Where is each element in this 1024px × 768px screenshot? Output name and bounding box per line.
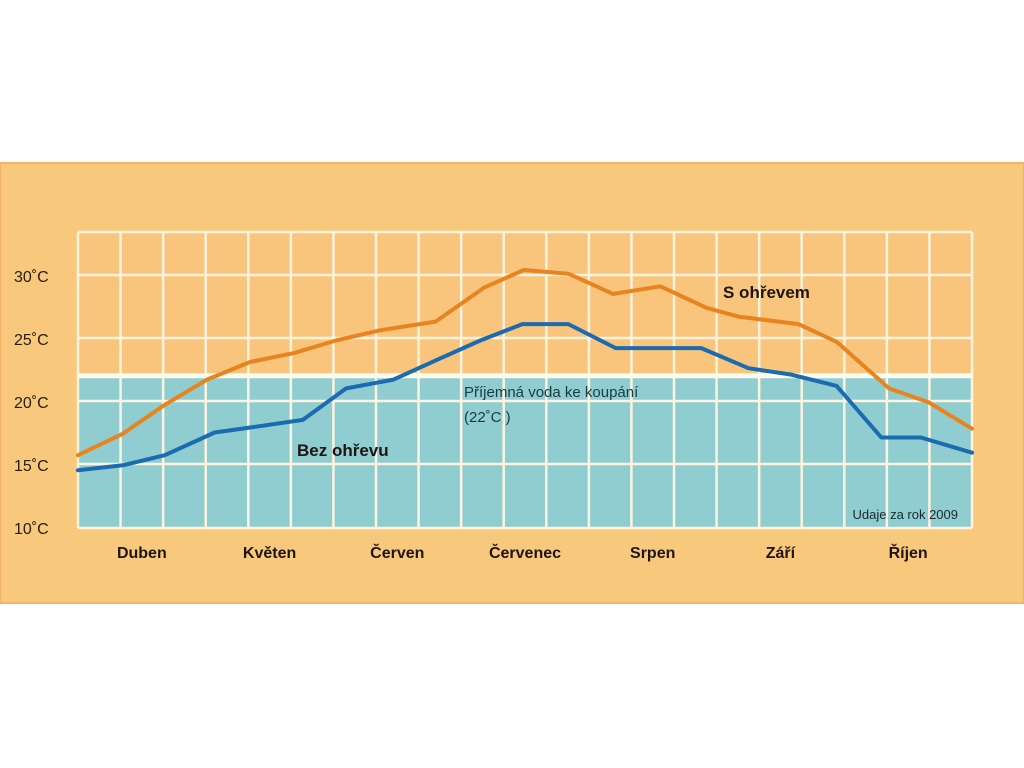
x-month-label: Srpen (630, 545, 675, 562)
x-month-label: Květen (243, 545, 296, 562)
y-axis-ticks: 30˚C 25˚C 20˚C 15˚C 10˚C (14, 269, 49, 538)
series-label-heated: S ohřevem (723, 283, 810, 302)
x-month-label: Říjen (889, 543, 928, 562)
series-line-unheated (76, 322, 974, 473)
series-label-unheated: Bez ohřevu (297, 441, 389, 460)
warm-zone (78, 232, 972, 376)
grid (76, 230, 974, 530)
y-tick-label: 30˚C (14, 269, 49, 286)
y-tick-label: 20˚C (14, 395, 49, 412)
x-axis-months: Duben Květen Červen Červenec Srpen Září Říjen (117, 543, 928, 562)
threshold-label-line1: Příjemná voda ke koupání (464, 384, 639, 401)
y-tick-label: 10˚C (14, 521, 49, 538)
data-source-note: Udaje za rok 2009 (852, 507, 958, 522)
x-month-label: Duben (117, 545, 167, 562)
threshold-label-line2: (22˚C ) (464, 409, 511, 426)
y-tick-label: 15˚C (14, 458, 49, 475)
series-lines (76, 268, 974, 473)
x-month-label: Červenec (489, 543, 561, 562)
x-month-label: Září (766, 545, 796, 562)
x-month-label: Červen (370, 543, 424, 562)
y-tick-label: 25˚C (14, 332, 49, 349)
